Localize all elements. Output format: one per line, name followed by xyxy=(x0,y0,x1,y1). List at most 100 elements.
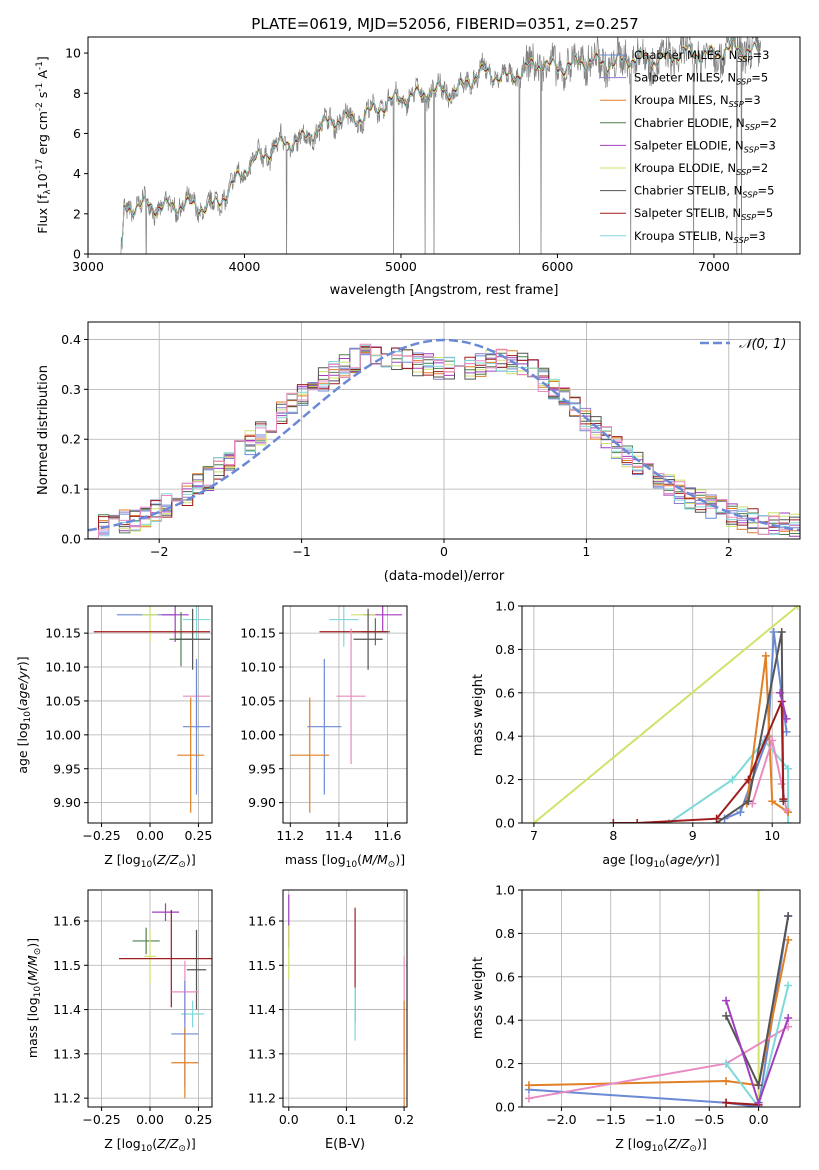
x-tick-label: 9 xyxy=(689,828,697,843)
x-tick-label: 5000 xyxy=(385,259,417,274)
y-tick-label: 11.4 xyxy=(248,1002,276,1017)
y-tick-label: 8 xyxy=(73,86,81,101)
plot-area xyxy=(524,890,793,1107)
legend-label: Kroupa STELIB, NSSP=3 xyxy=(634,229,766,245)
x-tick-label: 4000 xyxy=(229,259,261,274)
y-tick-label: 0.2 xyxy=(61,432,81,447)
y-tick-label: 11.6 xyxy=(248,914,276,929)
weight-marker xyxy=(784,935,793,944)
x-tick-label: 8 xyxy=(609,828,617,843)
mass-z-axes: −0.25 0.00 0.25 11.2 11.3 11.4 11.5 11.6 xyxy=(53,889,213,1127)
legend-label: Salpeter MILES, NSSP=5 xyxy=(634,71,768,87)
y-tick-label: 9.90 xyxy=(53,795,81,810)
y-tick-label: 0.4 xyxy=(495,1013,515,1028)
legend-label: Salpeter STELIB, NSSP=5 xyxy=(634,206,773,222)
y-tick-label: 10.10 xyxy=(45,660,81,675)
y-tick-label: 0.6 xyxy=(495,685,515,700)
weight-age-ylabel: mass weight xyxy=(471,674,486,756)
x-tick-label: −1.0 xyxy=(645,1112,675,1127)
x-tick-label: 6000 xyxy=(542,259,574,274)
weight-z-xlabel: Z [log10(Z/Z⊙)] xyxy=(615,1136,706,1154)
y-tick-label: 11.5 xyxy=(248,958,276,973)
weight-z-axes: −2.0 −1.5 −1.0 −0.5 0.0 0.0 0.2 0.4 0.6 0.8 1.0 xyxy=(495,883,801,1127)
weight-marker xyxy=(768,797,777,806)
mass-ebv-xlabel: E(B-V) xyxy=(325,1137,365,1152)
y-tick-label: 11.2 xyxy=(248,1091,276,1106)
residual-histogram xyxy=(88,343,800,539)
legend-label: Kroupa ELODIE, NSSP=2 xyxy=(634,161,768,177)
y-tick-label: 11.5 xyxy=(53,958,81,973)
weight-age-xlabel: age [log10(age/yr)] xyxy=(602,852,719,870)
y-tick-label: 0.4 xyxy=(61,332,81,347)
y-tick-label: 0.2 xyxy=(495,1056,515,1071)
axes-frame xyxy=(282,605,408,824)
y-tick-label: 0.1 xyxy=(61,482,81,497)
weight-marker xyxy=(784,912,793,921)
weight-marker xyxy=(793,606,800,610)
plot-area xyxy=(288,894,405,1107)
x-tick-label: −2.0 xyxy=(546,1112,576,1127)
observed-spectrum xyxy=(120,37,762,254)
age-z-axes: −0.25 0.00 0.25 9.90 9.95 10.00 10.05 10.10 10.1… xyxy=(45,605,213,843)
weight-marker xyxy=(768,736,777,745)
x-tick-label: −0.25 xyxy=(82,828,120,843)
weight-marker xyxy=(777,779,786,788)
y-tick-label: 9.95 xyxy=(248,761,276,776)
y-tick-label: 10.00 xyxy=(240,727,276,742)
mass-z-xlabel: Z [log10(Z/Z⊙)] xyxy=(104,1136,195,1154)
weight-marker xyxy=(722,1098,731,1107)
weight-marker xyxy=(744,797,753,806)
weight-z-line xyxy=(528,939,790,1087)
mass-z-ylabel: mass [log10(M/M⊙)] xyxy=(25,938,43,1058)
y-tick-label: 9.90 xyxy=(248,795,276,810)
weight-marker xyxy=(524,1081,533,1090)
age-mass-axes: 11.2 11.4 11.6 9.90 9.95 10.00 10.05 10.10 10.15 xyxy=(240,605,408,843)
weight-age-line xyxy=(716,631,785,823)
weight-age-line xyxy=(613,701,785,823)
y-tick-label: 2 xyxy=(73,206,81,221)
weight-marker xyxy=(722,996,731,1005)
spectrum-axes: 3000 4000 5000 6000 7000 0 2 4 6 8 10 xyxy=(65,36,801,274)
weight-marker xyxy=(722,1011,731,1020)
y-tick-label: 1.0 xyxy=(495,599,515,614)
weight-marker xyxy=(776,688,785,697)
plot-area xyxy=(119,903,212,1099)
weight-marker xyxy=(784,981,793,990)
weight-age-line xyxy=(779,692,788,720)
y-tick-label: 10.05 xyxy=(45,693,81,708)
y-tick-label: 10.15 xyxy=(240,626,276,641)
legend-label: Kroupa MILES, NSSP=3 xyxy=(634,93,761,109)
weight-age-line xyxy=(533,606,799,823)
x-tick-label: 7000 xyxy=(698,259,730,274)
weight-marker xyxy=(761,651,770,660)
y-tick-label: 10.15 xyxy=(45,626,81,641)
weight-marker xyxy=(779,795,788,804)
weight-marker xyxy=(736,808,745,817)
weight-marker xyxy=(782,805,791,814)
y-tick-label: 0.4 xyxy=(495,729,515,744)
y-tick-label: 10 xyxy=(65,46,81,61)
mass-ebv-axes: 0.0 0.1 0.2 11.2 11.3 11.4 11.5 11.6 xyxy=(248,889,414,1127)
legend-label: Chabrier STELIB, NSSP=5 xyxy=(634,184,774,200)
x-tick-label: 0.00 xyxy=(136,828,164,843)
axes-frame xyxy=(87,36,801,255)
age-mass-xlabel: mass [log10(M/M⊙)] xyxy=(285,852,405,870)
weight-z-line xyxy=(725,915,790,1089)
x-tick-label: 3000 xyxy=(72,259,104,274)
legend-label: 𝒩(0, 1) xyxy=(739,337,786,352)
weight-marker xyxy=(712,814,721,823)
y-tick-label: 0.0 xyxy=(495,816,515,831)
legend-label: Salpeter ELODIE, NSSP=3 xyxy=(634,138,776,154)
weight-marker xyxy=(529,819,538,823)
weight-marker xyxy=(777,628,786,637)
weight-age-line xyxy=(745,655,789,813)
residual-ylabel: Normed distribution xyxy=(36,365,51,495)
x-tick-label: 0.25 xyxy=(185,828,213,843)
axes-frame xyxy=(521,889,801,1108)
weight-marker xyxy=(782,714,791,723)
weight-z-line xyxy=(528,1025,789,1100)
x-tick-label: 1 xyxy=(582,544,590,559)
spectrum-ylabel: Flux [fλ10-17 erg cm-2 s-1 A-1] xyxy=(35,56,53,234)
residual-histogram xyxy=(88,347,800,539)
